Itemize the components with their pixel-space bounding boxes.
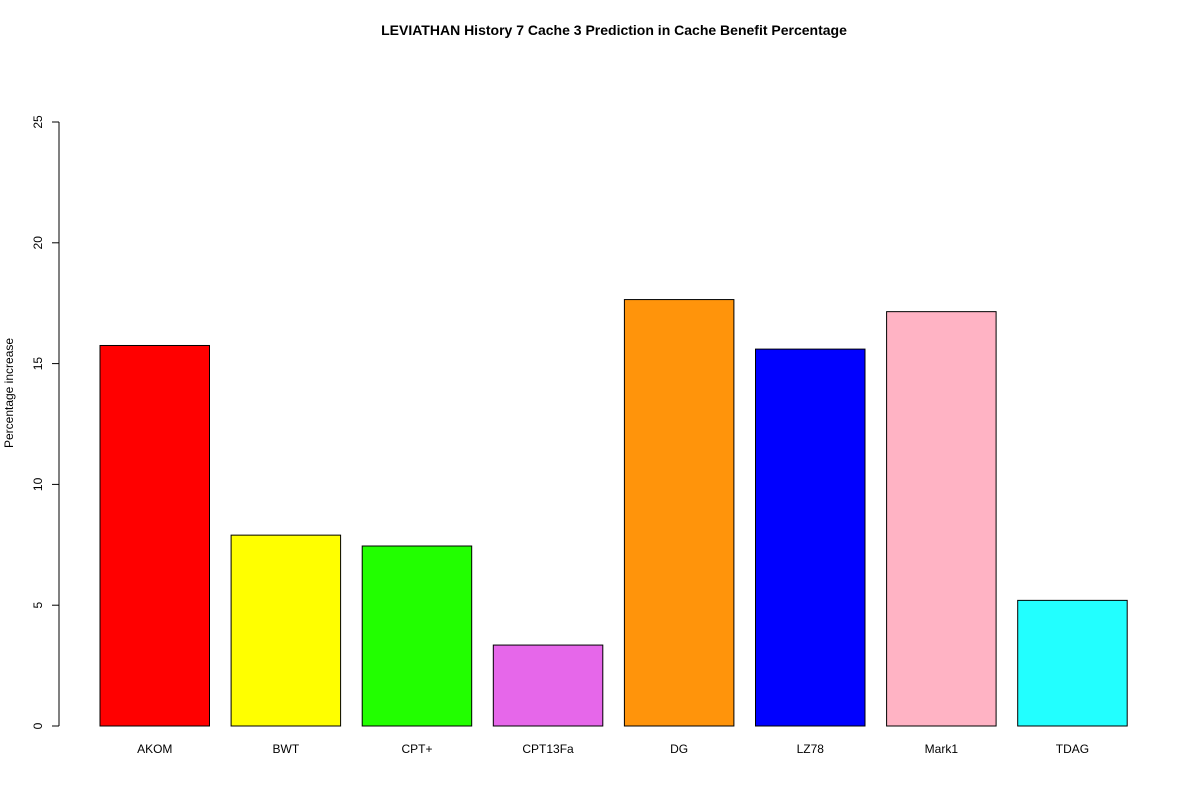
x-tick-label: DG xyxy=(670,742,688,756)
y-tick-label: 15 xyxy=(31,357,45,371)
bar xyxy=(99,344,210,727)
bar xyxy=(230,534,342,727)
x-tick-label: CPT13Fa xyxy=(522,742,574,756)
x-tick-label: LZ78 xyxy=(797,742,825,756)
bar xyxy=(361,545,473,727)
bar xyxy=(886,311,997,727)
y-axis-label: Percentage increase xyxy=(2,338,16,448)
bar xyxy=(755,348,866,727)
x-tick-label: Mark1 xyxy=(925,742,959,756)
x-tick-label: CPT+ xyxy=(401,742,432,756)
x-tick-label: TDAG xyxy=(1056,742,1089,756)
bar xyxy=(492,644,604,727)
y-tick-label: 25 xyxy=(31,115,45,129)
chart-title: LEVIATHAN History 7 Cache 3 Prediction i… xyxy=(381,22,847,38)
bar xyxy=(623,299,735,727)
x-tick-label: AKOM xyxy=(137,742,172,756)
y-tick-label: 10 xyxy=(31,477,45,491)
y-axis: 0 5 10 15 20 25 xyxy=(31,115,60,729)
y-tick-label: 20 xyxy=(31,236,45,250)
y-tick-label: 0 xyxy=(31,722,45,729)
x-tick-label: BWT xyxy=(273,742,300,756)
y-tick-label: 5 xyxy=(31,602,45,609)
bar xyxy=(1017,599,1128,727)
bars xyxy=(99,299,1128,727)
x-tick-labels: AKOM BWT CPT+ CPT13Fa DG LZ78 Mark1 TDAG xyxy=(137,742,1089,756)
